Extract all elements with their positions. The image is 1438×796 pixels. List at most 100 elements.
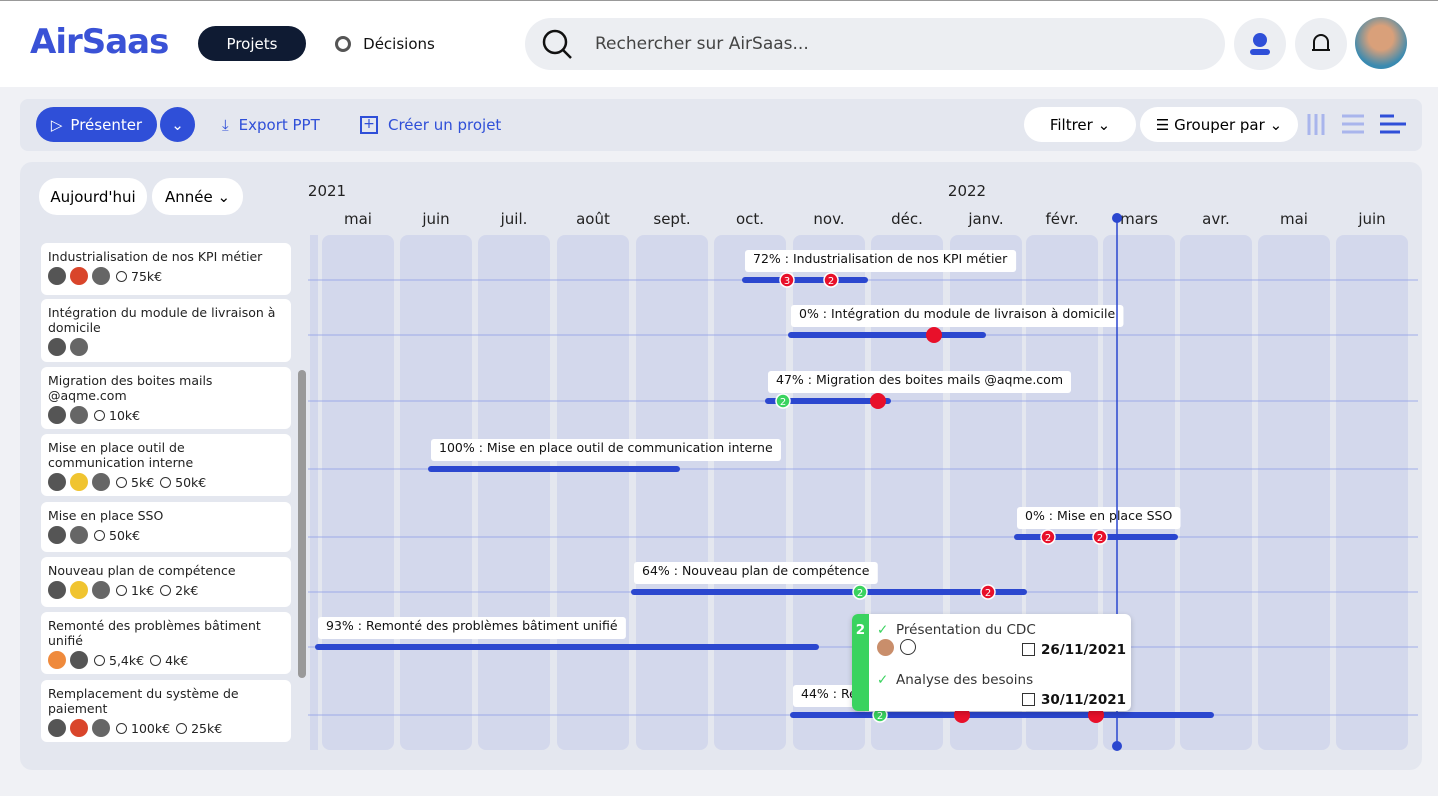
bar-label: 72% : Industrialisation de nos KPI métie…	[753, 251, 1008, 266]
amount: 5,4k€	[109, 652, 145, 668]
project-card[interactable]: Migration des boites mails @aqme.com 10k€	[41, 367, 291, 429]
tag-icon	[70, 651, 88, 669]
label: Présenter	[70, 115, 143, 134]
project-name: Remplacement du système de paiement	[48, 686, 239, 716]
tag-icon	[48, 719, 66, 737]
project-card[interactable]: Mise en place SSO 50k€	[41, 502, 291, 552]
milestone	[870, 393, 886, 409]
bar-label-bg	[745, 250, 1017, 272]
logo[interactable]: AirSaas	[30, 22, 169, 62]
search[interactable]: Rechercher sur AirSaas...	[525, 18, 1225, 70]
present-menu[interactable]: ⌄	[160, 107, 195, 142]
bar-label: 0% : Mise en place SSO	[1025, 508, 1172, 523]
label: Créer un projet	[388, 115, 502, 134]
month-label: mai	[1280, 210, 1308, 228]
month-label: janv.	[967, 210, 1003, 228]
scrollbar[interactable]	[298, 370, 306, 678]
month-label: févr.	[1046, 210, 1079, 228]
milestone	[954, 707, 970, 723]
amount: 50k€	[109, 527, 141, 543]
label: Filtrer	[1049, 115, 1093, 134]
budget-icon	[116, 476, 127, 488]
project-card[interactable]: Industrialisation de nos KPI métier 75k€	[41, 243, 291, 295]
milestone-badge	[823, 272, 839, 288]
tag-icon	[70, 719, 88, 737]
bar-label-bg	[1017, 507, 1181, 529]
project-card[interactable]: Nouveau plan de compétence 1k€ 2k€	[41, 557, 291, 607]
period-button[interactable]: Année ⌄	[152, 178, 243, 215]
milestone-date: 30/11/2021	[1041, 692, 1127, 708]
nav-projects[interactable]: Projets	[198, 26, 306, 61]
amount: 2k€	[175, 582, 199, 598]
tag-icon	[48, 651, 66, 669]
month-label: mai	[344, 210, 372, 228]
create-button[interactable]: + Créer un projet	[360, 107, 501, 142]
tag-icon	[48, 526, 66, 544]
tag-icon	[70, 267, 88, 285]
milestone-badge	[980, 584, 996, 600]
amount: 4k€	[165, 652, 189, 668]
nav-decisions[interactable]: Décisions	[330, 26, 440, 61]
month-column	[793, 235, 865, 750]
month-column	[636, 235, 708, 750]
month-label: mars	[1120, 210, 1158, 228]
tag-icon	[48, 267, 66, 285]
tag-icon	[48, 581, 66, 599]
budget-icon	[94, 529, 105, 541]
today-dot	[1112, 741, 1122, 751]
amount: 10k€	[109, 407, 141, 423]
label: Export PPT	[238, 115, 320, 134]
notifications[interactable]	[1295, 18, 1347, 70]
avatar[interactable]	[1355, 17, 1407, 69]
budget-icon	[116, 722, 127, 734]
budget-icon	[160, 476, 172, 488]
project-card[interactable]: Remonté des problèmes bâtiment unifié 5,4…	[41, 612, 291, 674]
project-card[interactable]: Intégration du module de livraison à dom…	[41, 299, 291, 362]
month-label: juil.	[500, 210, 528, 228]
tag-icon	[92, 267, 110, 285]
filter-button[interactable]: Filtrer ⌄	[1024, 107, 1136, 142]
budget-icon	[116, 584, 127, 596]
present-button[interactable]: ▷ Présenter	[36, 107, 157, 142]
milestone-badge	[779, 272, 795, 288]
month-column	[714, 235, 786, 750]
month-label: sept.	[653, 210, 690, 228]
view-switch[interactable]	[1300, 107, 1410, 142]
month-label: déc.	[891, 210, 923, 228]
amount: 50k€	[175, 474, 207, 490]
amount: 75k€	[131, 268, 163, 284]
project-name: Mise en place SSO	[48, 508, 164, 523]
profile-button[interactable]	[1234, 18, 1286, 70]
project-card[interactable]: Mise en place outil de communication int…	[41, 434, 291, 496]
tag-icon	[70, 581, 88, 599]
month-column	[557, 235, 629, 750]
today-button[interactable]: Aujourd'hui	[39, 178, 147, 215]
today-dot	[1112, 213, 1122, 223]
export-button[interactable]: ⤓ Export PPT	[222, 115, 320, 134]
tooltip-count: 2	[852, 614, 869, 711]
amount: 100k€	[131, 720, 171, 736]
milestone-count: 2	[828, 276, 834, 287]
month-label: août	[576, 210, 610, 228]
project-tags: 1k€ 2k€	[41, 578, 291, 602]
milestone-tooltip: 2 ✓ Présentation du CDC 26/11/2021 ✓ Analyse…	[852, 614, 1131, 711]
tag-icon	[70, 406, 88, 424]
milestone-count: 2	[1097, 533, 1103, 544]
budget-icon	[116, 270, 127, 282]
check: ✓	[877, 622, 889, 638]
bar-label: 100% : Mise en place outil de communicat…	[439, 440, 773, 455]
bar-label-bg	[768, 371, 1071, 393]
project-name: Mise en place outil de communication int…	[48, 440, 194, 470]
project-list: Industrialisation de nos KPI métier 75k€ I…	[41, 232, 291, 752]
project-card[interactable]: Remplacement du système de paiement 100k€…	[41, 680, 291, 742]
group-button[interactable]: ☰ Grouper par ⌄	[1140, 107, 1298, 142]
milestone-count: 2	[877, 711, 883, 722]
project-tags: 50k€	[41, 523, 291, 547]
year-label: 2022	[948, 182, 986, 200]
month-column	[1336, 235, 1408, 750]
milestone-title: Analyse des besoins	[896, 672, 1034, 688]
tag-icon	[92, 473, 110, 491]
project-tags: 5,4k€ 4k€	[41, 648, 291, 672]
milestone-badge	[852, 584, 868, 600]
